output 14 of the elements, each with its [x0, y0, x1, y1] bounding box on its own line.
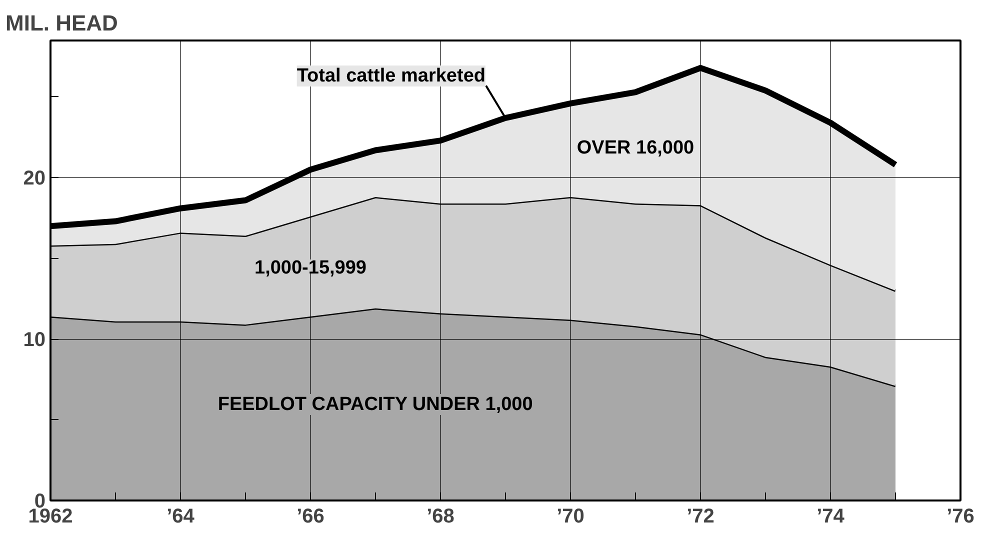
y-axis-title: MIL. HEAD — [6, 10, 118, 36]
x-tick-label: ’64 — [166, 506, 196, 528]
y-tick-label: 20 — [23, 168, 46, 190]
annotation: Total cattle marketed — [296, 65, 486, 86]
x-tick-label: ’76 — [946, 506, 974, 528]
x-tick-label: ’66 — [296, 506, 324, 528]
series-label: FEEDLOT CAPACITY UNDER 1,000 — [218, 394, 533, 415]
x-tick-label: ’74 — [816, 506, 846, 528]
y-tick-label: 10 — [23, 329, 46, 352]
x-tick-label: ’68 — [426, 506, 454, 528]
series-label: OVER 16,000 — [576, 137, 694, 158]
x-tick-label: ’70 — [556, 506, 584, 528]
x-tick-label: ’72 — [686, 506, 714, 528]
series-label: 1,000-15,999 — [254, 257, 367, 278]
